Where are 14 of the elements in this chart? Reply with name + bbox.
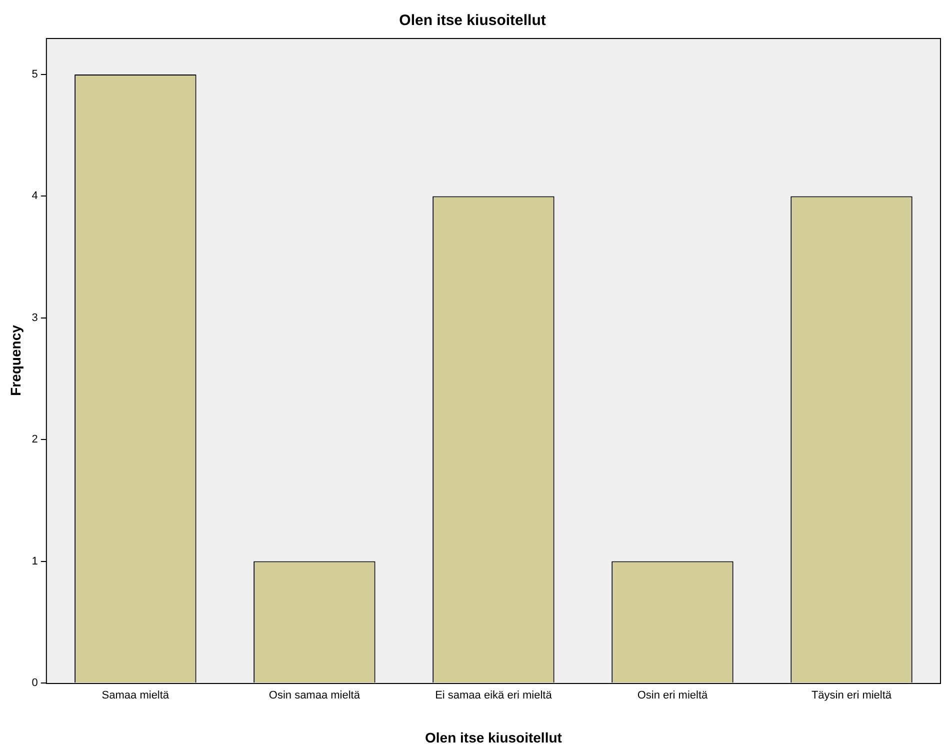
x-axis-title: Olen itse kiusoitellut	[425, 729, 562, 746]
x-tick-label: Ei samaa eikä eri mieltä	[435, 690, 553, 702]
x-tick-label: Samaa mieltä	[102, 690, 170, 702]
y-axis-title: Frequency	[7, 324, 24, 396]
y-tick-label: 2	[32, 434, 38, 446]
x-tick-label: Osin samaa mieltä	[268, 690, 361, 702]
chart-title: Olen itse kiusoitellut	[399, 12, 546, 30]
y-tick-label: 5	[32, 68, 38, 81]
x-tick-label: Täysin eri mieltä	[811, 690, 892, 702]
y-tick-label: 1	[32, 555, 38, 568]
y-tick-label: 4	[32, 190, 38, 202]
y-tick-label: 3	[32, 312, 38, 324]
y-tick-label: 0	[32, 677, 38, 690]
x-tick-label: Osin eri mieltä	[637, 690, 709, 702]
